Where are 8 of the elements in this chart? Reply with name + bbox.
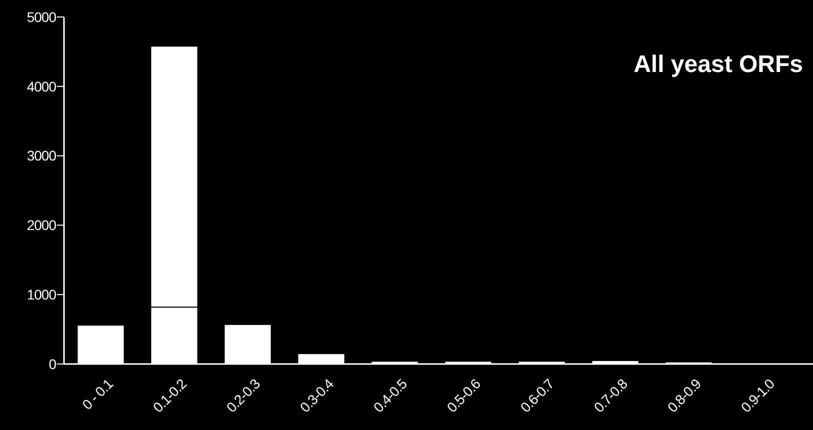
x-tick-label: 0 - 0.1 [78,375,116,413]
y-tick-label: 4000 [26,78,57,94]
y-tick-label: 2000 [26,217,57,234]
y-tick-label: 0 [48,356,57,372]
y-tick-label: 3000 [26,148,57,164]
text: All yeast ORFs [634,51,803,78]
y-tick-label: 1000 [26,286,57,302]
y-tick-label: 5000 [26,8,57,25]
